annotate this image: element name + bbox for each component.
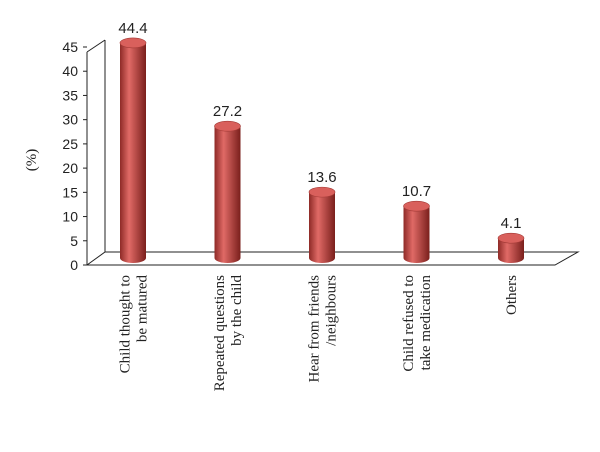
bar (498, 238, 524, 263)
x-tick-label: Hear from friends/neighbours (307, 275, 340, 383)
bar-top (497, 232, 525, 244)
x-tick-label-line: Child refused to (401, 275, 417, 372)
x-tick-label: Child thought tobe matured (118, 275, 151, 374)
bar-top (308, 186, 336, 198)
x-tick-label: Child refused totake medication (401, 275, 434, 372)
bar-top (119, 37, 147, 49)
x-tick-label: Repeated questionsby the child (212, 275, 245, 392)
y-tick-label: 25 (62, 136, 78, 152)
value-label: 13.6 (307, 169, 336, 186)
x-tick-label-line: Child thought to (118, 275, 134, 373)
y-tick-label: 35 (62, 87, 78, 103)
y-tick-label: 45 (62, 39, 78, 55)
floor (85, 251, 580, 266)
x-tick-label-line: Hear from friends (307, 275, 323, 383)
y-tick-label: 40 (62, 63, 78, 79)
x-tick-label-line: by the child (229, 275, 245, 346)
x-tick-label-line: Repeated questions (212, 275, 228, 391)
y-tick-label: 30 (62, 112, 78, 128)
bar-top (403, 200, 430, 212)
wall-top (86, 39, 106, 53)
bar (403, 206, 430, 263)
x-tick-label: Others (504, 275, 520, 315)
x-tick-label-line: Others (504, 275, 520, 315)
value-label: 44.4 (118, 20, 147, 37)
y-tick-label: 0 (70, 257, 78, 273)
y-tick-label: 5 (70, 233, 78, 249)
x-tick-label-line: /neighbours (324, 275, 340, 346)
value-label: 27.2 (213, 103, 242, 120)
y-tick-label: 15 (62, 184, 78, 200)
y-tick-label: 20 (62, 160, 78, 176)
value-label: 10.7 (402, 183, 431, 200)
bar (120, 42, 146, 264)
bar-top (214, 120, 241, 132)
y-axis-label: (%) (24, 149, 40, 172)
x-tick-label-line: take medication (418, 275, 434, 371)
y-tick-label: 10 (62, 209, 78, 225)
bar (214, 126, 241, 263)
value-label: 4.1 (501, 215, 522, 232)
x-tick-label-line: be matured (135, 275, 151, 343)
bar (309, 192, 335, 263)
